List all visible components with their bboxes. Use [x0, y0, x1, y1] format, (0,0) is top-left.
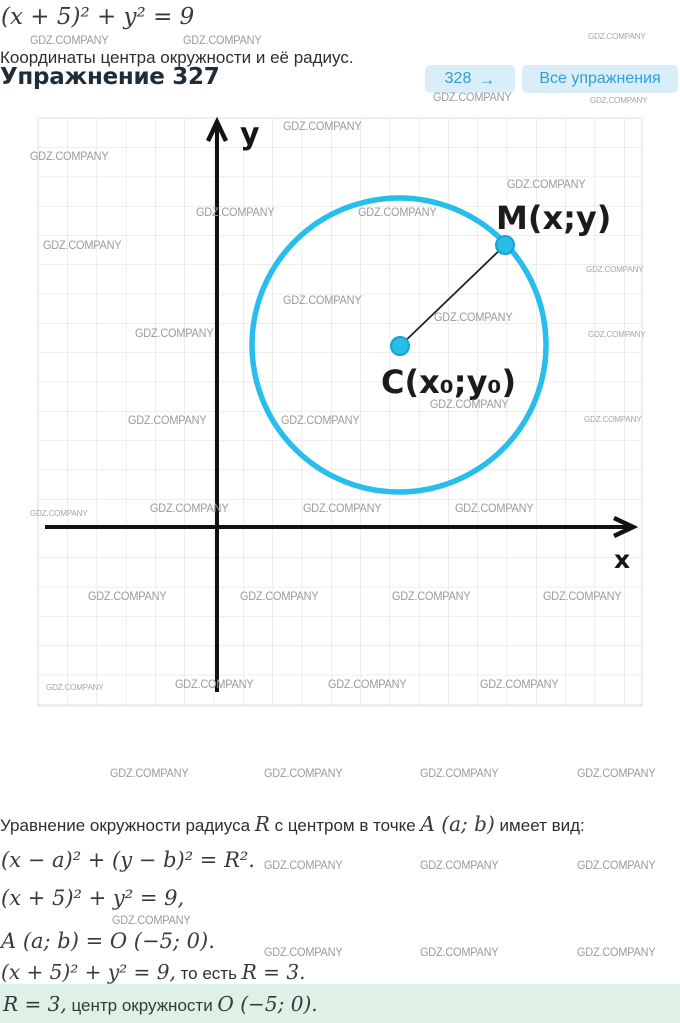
general-circle-formula: (x − a)² + (y − b)² = R². — [1, 848, 255, 872]
next-exercise-number: 328 — [444, 70, 472, 87]
watermark: GDZ.COMPANY — [196, 207, 275, 219]
text-fragment: центр окружности — [66, 996, 218, 1015]
point-m-label: M(x;y) — [496, 199, 611, 237]
center-label: C(x₀;y₀) — [381, 363, 516, 401]
watermark: GDZ.COMPANY — [577, 860, 656, 872]
watermark: GDZ.COMPANY — [30, 508, 88, 518]
watermark: GDZ.COMPANY — [480, 679, 559, 691]
center-equation: A (a; b) = O (−5; 0). — [1, 929, 215, 953]
watermark: GDZ.COMPANY — [590, 95, 648, 105]
math-fragment: R = 3, — [3, 992, 67, 1016]
given-equation: (x + 5)² + y² = 9, — [1, 886, 185, 910]
y-axis-arrow-icon — [205, 116, 229, 142]
point-m — [495, 235, 515, 255]
watermark: GDZ.COMPANY — [358, 207, 437, 219]
text-fragment: с центром в точке — [269, 816, 421, 835]
watermark: GDZ.COMPANY — [392, 591, 471, 603]
problem-equation: (x + 5)² + y² = 9 — [1, 4, 195, 30]
y-axis-label: y — [240, 117, 260, 152]
watermark: GDZ.COMPANY — [328, 679, 407, 691]
watermark: GDZ.COMPANY — [420, 860, 499, 872]
watermark: GDZ.COMPANY — [30, 151, 109, 163]
watermark: GDZ.COMPANY — [264, 768, 343, 780]
watermark: GDZ.COMPANY — [433, 92, 512, 104]
watermark: GDZ.COMPANY — [264, 860, 343, 872]
watermark: GDZ.COMPANY — [577, 768, 656, 780]
watermark: GDZ.COMPANY — [240, 591, 319, 603]
all-exercises-button[interactable]: Все упражнения — [522, 65, 678, 93]
watermark: GDZ.COMPANY — [588, 329, 646, 339]
watermark: GDZ.COMPANY — [584, 414, 642, 424]
watermark: GDZ.COMPANY — [586, 264, 644, 274]
coordinate-plane: y x M(x;y) C(x₀;y₀) — [37, 116, 643, 707]
next-exercise-button[interactable]: 328 → — [425, 65, 515, 93]
text-fragment: Уравнение окружности радиуса — [0, 816, 255, 835]
watermark: GDZ.COMPANY — [88, 591, 167, 603]
arrow-right-icon: → — [478, 69, 496, 89]
watermark: GDZ.COMPANY — [264, 947, 343, 959]
watermark: GDZ.COMPANY — [283, 121, 362, 133]
watermark: GDZ.COMPANY — [303, 503, 382, 515]
center-point — [390, 336, 410, 356]
radius-line — [399, 244, 506, 347]
math-fragment: R — [254, 812, 270, 836]
watermark: GDZ.COMPANY — [30, 35, 109, 47]
watermark: GDZ.COMPANY — [577, 947, 656, 959]
text-fragment: имеет вид: — [494, 816, 585, 835]
answer-highlight: R = 3, центр окружности O (−5; 0). — [0, 984, 680, 1023]
watermark: GDZ.COMPANY — [150, 503, 229, 515]
watermark: GDZ.COMPANY — [455, 503, 534, 515]
math-fragment: O (−5; 0). — [217, 992, 318, 1016]
watermark: GDZ.COMPANY — [430, 399, 509, 411]
watermark: GDZ.COMPANY — [281, 415, 360, 427]
watermark: GDZ.COMPANY — [112, 915, 191, 927]
watermark: GDZ.COMPANY — [434, 312, 513, 324]
watermark: GDZ.COMPANY — [588, 31, 646, 41]
grid — [37, 117, 643, 707]
math-fragment: (x + 5)² + y² = 9, — [1, 960, 176, 984]
text-fragment: то есть — [175, 964, 242, 983]
watermark: GDZ.COMPANY — [46, 682, 104, 692]
math-fragment: A (a; b) — [420, 812, 495, 836]
watermark: GDZ.COMPANY — [110, 768, 189, 780]
solution-intro: Уравнение окружности радиуса R с центром… — [0, 812, 585, 836]
watermark: GDZ.COMPANY — [135, 328, 214, 340]
circle-shape — [249, 195, 549, 495]
page-title: Упражнение 327 — [0, 64, 220, 90]
watermark: GDZ.COMPANY — [543, 591, 622, 603]
watermark: GDZ.COMPANY — [283, 295, 362, 307]
all-exercises-label: Все упражнения — [539, 70, 661, 87]
watermark: GDZ.COMPANY — [507, 179, 586, 191]
watermark: GDZ.COMPANY — [43, 240, 122, 252]
answer-text: R = 3, центр окружности O (−5; 0). — [3, 992, 318, 1016]
conclusion-line: (x + 5)² + y² = 9, то есть R = 3. — [1, 960, 305, 984]
x-axis-label: x — [614, 545, 630, 574]
watermark: GDZ.COMPANY — [175, 679, 254, 691]
watermark: GDZ.COMPANY — [183, 35, 262, 47]
watermark: GDZ.COMPANY — [420, 947, 499, 959]
x-axis-arrow-icon — [613, 515, 639, 539]
watermark: GDZ.COMPANY — [420, 768, 499, 780]
watermark: GDZ.COMPANY — [128, 415, 207, 427]
problem-subtitle: Координаты центра окружности и её радиус… — [0, 48, 354, 67]
math-fragment: R = 3. — [241, 960, 306, 984]
